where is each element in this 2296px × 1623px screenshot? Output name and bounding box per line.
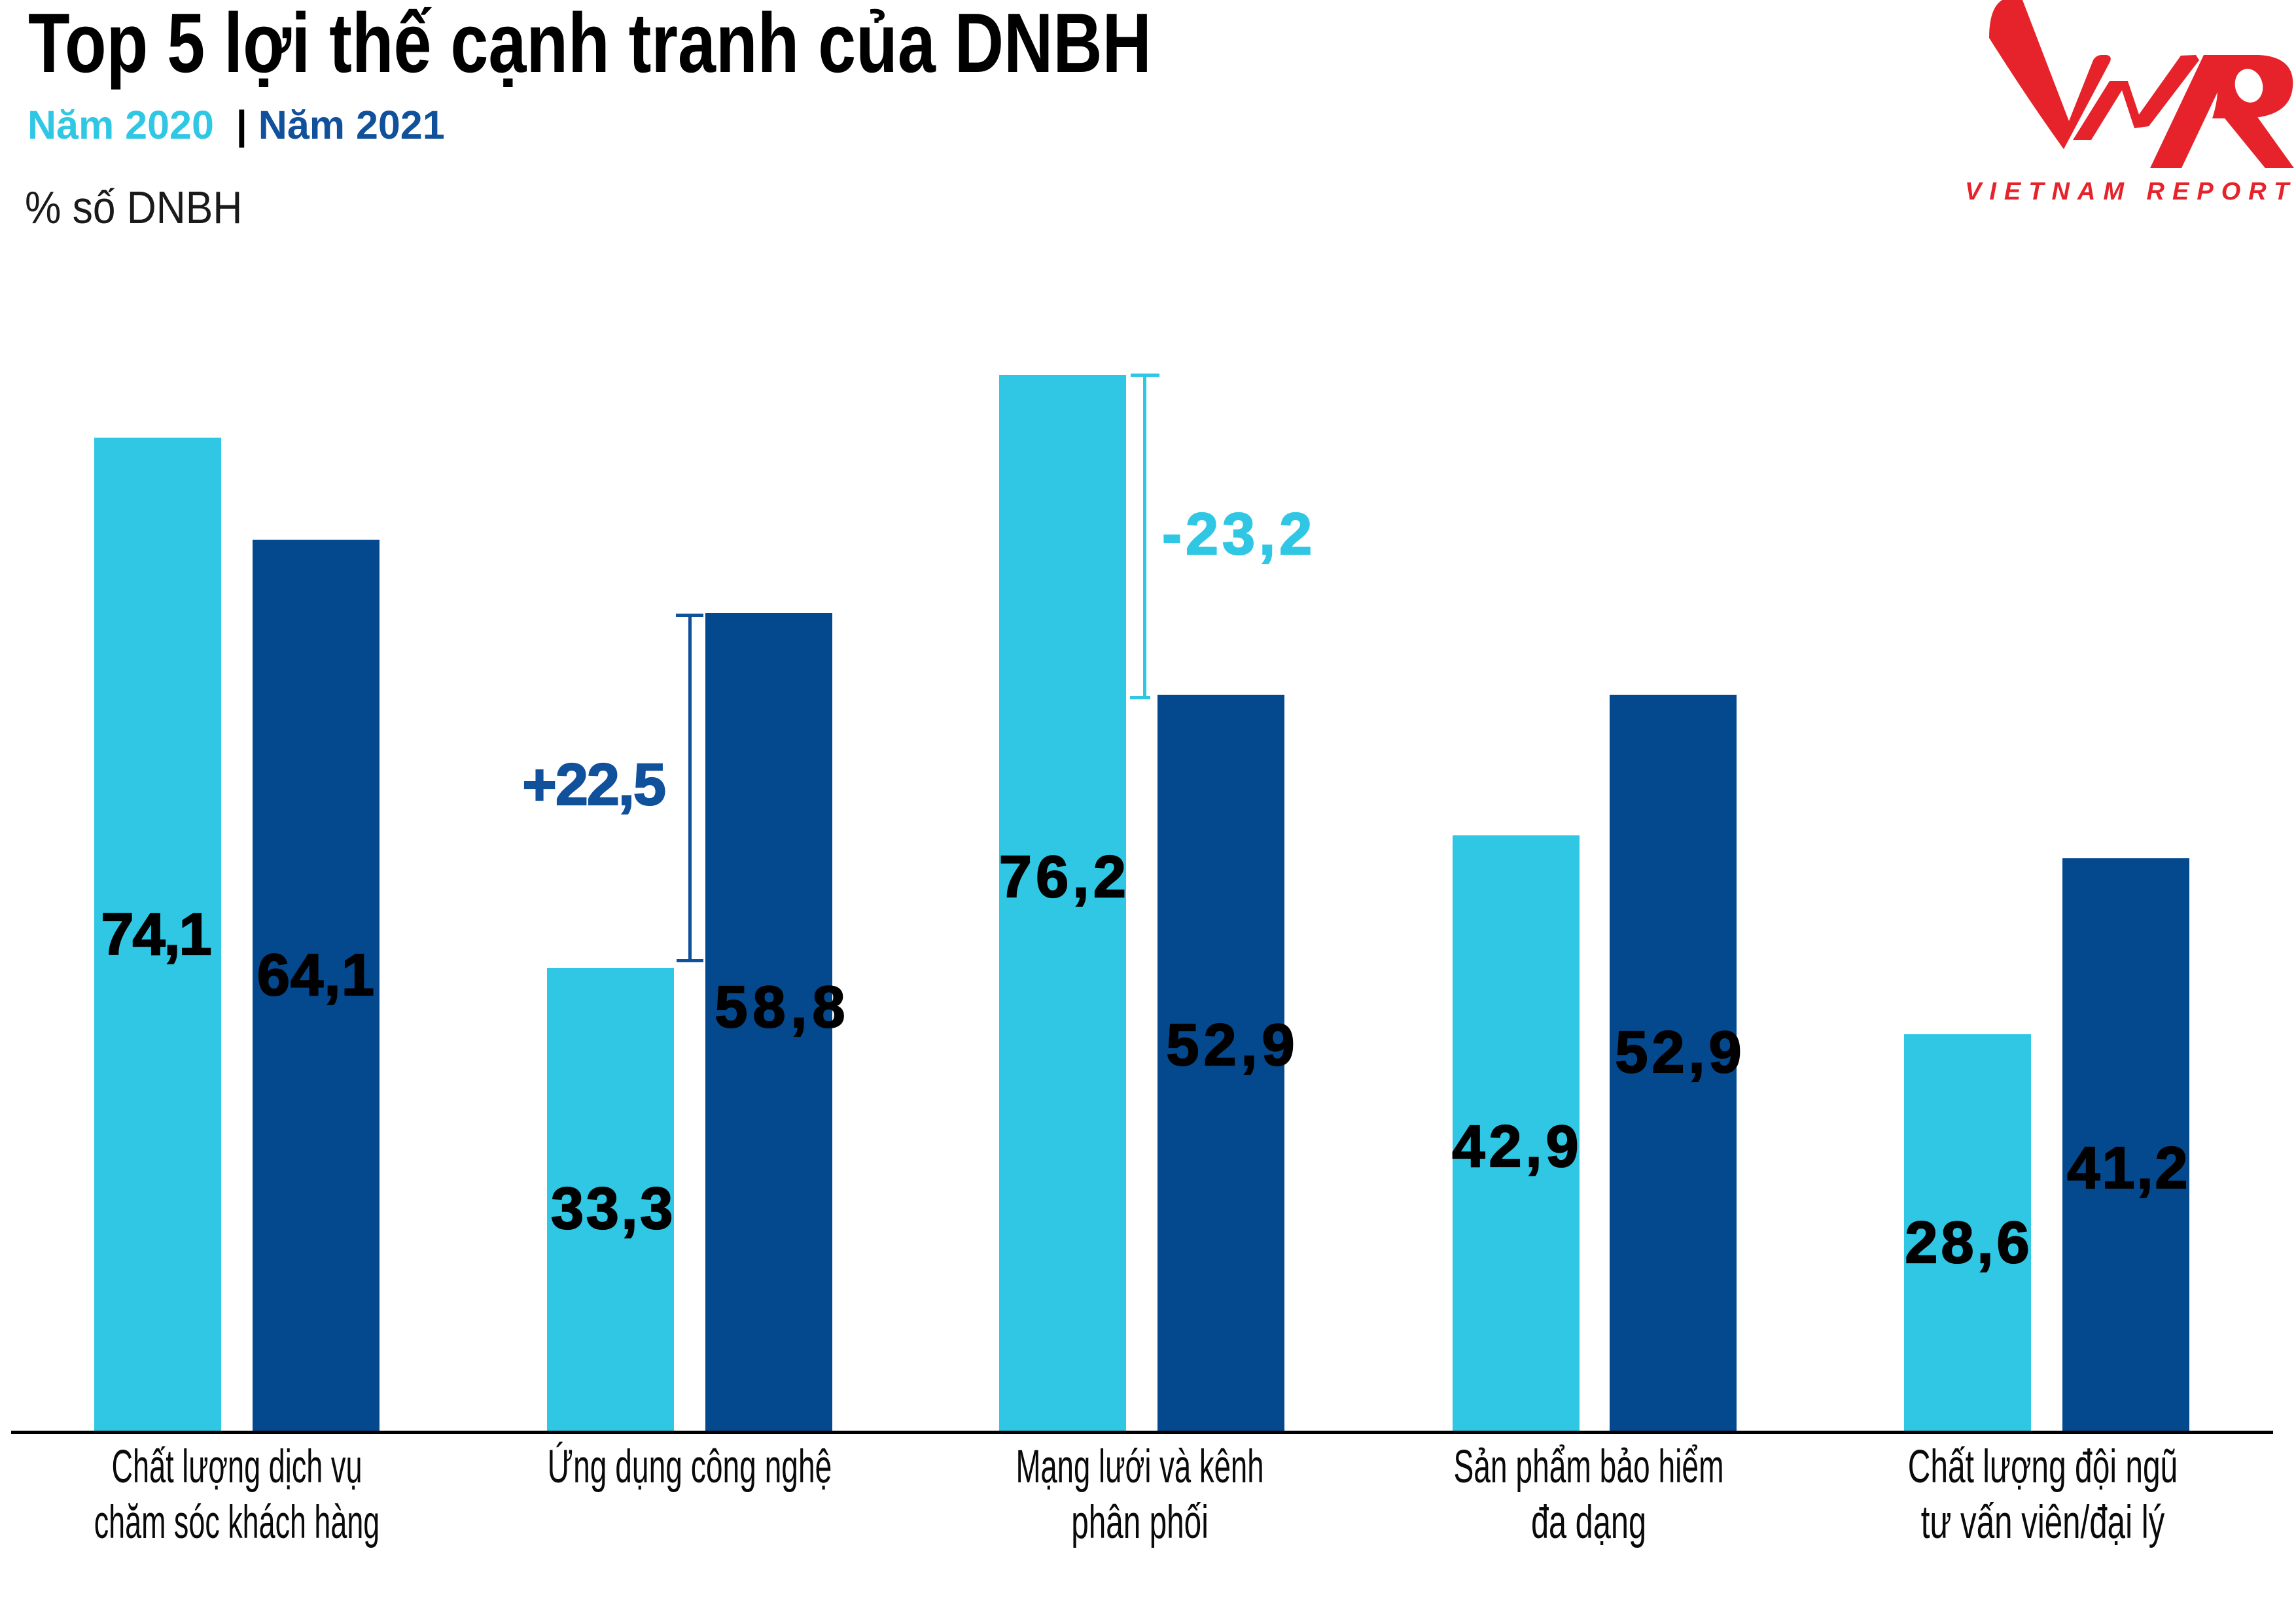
svg-text:VIETNAM REPORT: VIETNAM REPORT [1965, 178, 2296, 205]
